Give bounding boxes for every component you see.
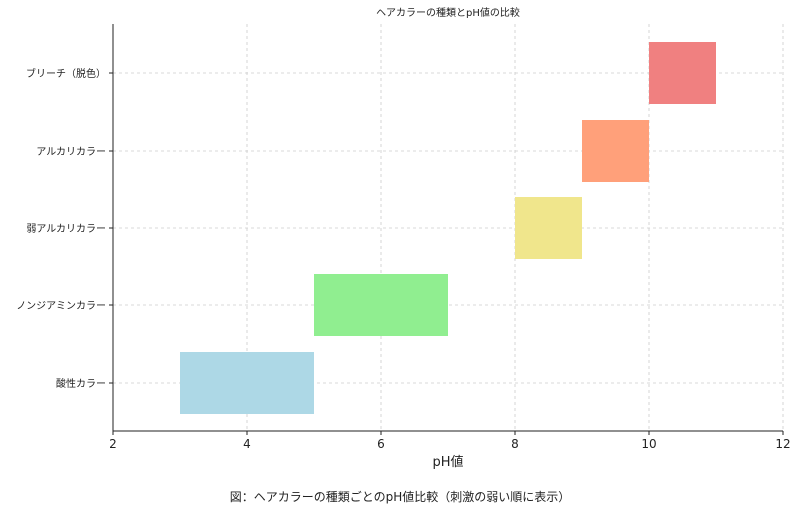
ticks: 2 4 6 8 10 12 酸性カラー ノンジアミンカラー 弱アルカリカラー アルカリカラー ブリー…	[16, 67, 790, 451]
bar	[649, 42, 716, 104]
y-tick-label: アルカリカラー	[36, 146, 106, 158]
x-tick-label: 10	[641, 437, 656, 451]
x-tick-label: 4	[243, 437, 251, 451]
bar	[180, 352, 314, 414]
chart: ヘアカラーの種類とpH値の比較 2 4 6 8 10 12 酸性カラー ノンジアミンカラー 弱ア…	[16, 6, 790, 470]
bar	[515, 197, 582, 259]
x-tick-label: 2	[109, 437, 117, 451]
y-tick-label: 弱アルカリカラー	[26, 223, 106, 235]
figure-caption: 図：ヘアカラーの種類ごとのpH値比較（刺激の弱い順に表示）	[229, 490, 571, 504]
y-tick-label: 酸性カラー	[56, 377, 106, 390]
x-axis-label: pH値	[432, 454, 463, 470]
x-tick-label: 12	[775, 437, 790, 451]
y-tick-label: ノンジアミンカラー	[16, 300, 106, 312]
bars	[180, 42, 716, 414]
x-tick-label: 6	[377, 437, 385, 451]
bar	[582, 120, 649, 182]
x-tick-label: 8	[511, 437, 519, 451]
chart-title: ヘアカラーの種類とpH値の比較	[376, 6, 520, 19]
bar	[314, 274, 448, 336]
y-tick-label: ブリーチ（脱色）	[26, 67, 106, 80]
